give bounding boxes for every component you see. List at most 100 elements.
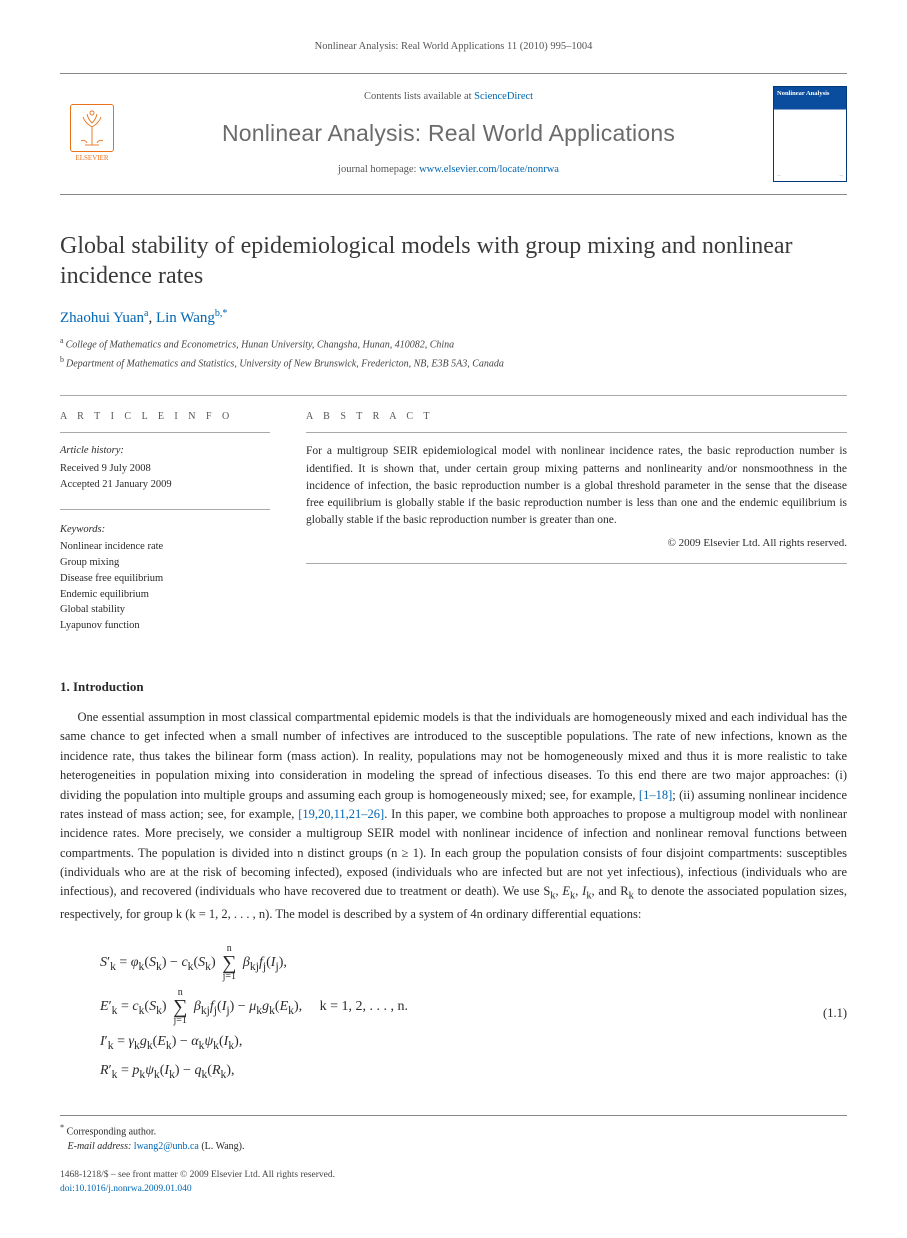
homepage-link[interactable]: www.elsevier.com/locate/nonrwa: [419, 164, 559, 175]
doi-link[interactable]: 10.1016/j.nonrwa.2009.01.040: [75, 1184, 192, 1194]
eqn-line-2: E′k = ck(Sk) n∑j=1 βkjfj(Ij) − μkgk(Ek),…: [100, 988, 793, 1026]
received-date: Received 9 July 2008: [60, 461, 270, 477]
email-link[interactable]: lwang2@unb.ca: [134, 1141, 199, 1152]
sub: k: [166, 1039, 172, 1052]
sub-k: k: [550, 891, 555, 902]
footnotes: * Corresponding author. E-mail address: …: [60, 1115, 847, 1154]
sciencedirect-link[interactable]: ScienceDirect: [474, 91, 533, 102]
sub: kj: [250, 960, 259, 973]
affiliation-a: aCollege of Mathematics and Econometrics…: [60, 335, 847, 352]
eqn-line-1: S′k = φk(Sk) − ck(Sk) n∑j=1 βkjfj(Ij),: [100, 944, 793, 982]
abstract-heading: a b s t r a c t: [306, 410, 847, 433]
journal-cover-thumb: Nonlinear Analysis ——: [773, 86, 847, 182]
corr-text: Corresponding author.: [67, 1126, 156, 1137]
sum-bot: j=1: [223, 972, 236, 982]
doi-line: doi:10.1016/j.nonrwa.2009.01.040: [60, 1182, 847, 1196]
keyword: Global stability: [60, 602, 270, 618]
sub: kj: [201, 1004, 210, 1017]
sub: k: [154, 1067, 160, 1080]
sub: k: [205, 960, 211, 973]
eqn-line-3: I′k = γkgk(Ek) − αkψk(Ik),: [100, 1032, 793, 1054]
masthead: ELSEVIER Contents lists available at Sci…: [60, 73, 847, 195]
publisher-name: ELSEVIER: [75, 154, 108, 164]
keywords-label: Keywords:: [60, 522, 270, 538]
section-1-heading: 1. Introduction: [60, 678, 847, 696]
sub: k: [288, 1004, 294, 1017]
equation-number: (1.1): [793, 1005, 847, 1023]
sub: k: [147, 1039, 153, 1052]
affiliation-b: bDepartment of Mathematics and Statistic…: [60, 354, 847, 371]
affiliation-a-text: College of Mathematics and Econometrics,…: [66, 339, 455, 350]
running-head: Nonlinear Analysis: Real World Applicati…: [60, 40, 847, 55]
equation-system: S′k = φk(Sk) − ck(Sk) n∑j=1 βkjfj(Ij), E…: [100, 938, 847, 1088]
sub: k: [169, 1067, 175, 1080]
keyword: Endemic equilibrium: [60, 587, 270, 603]
masthead-center: Contents lists available at ScienceDirec…: [138, 90, 759, 178]
sub: k: [228, 1039, 234, 1052]
ref-link-1[interactable]: [1–18]: [639, 788, 672, 802]
ref-link-2[interactable]: [19,20,11,21–26]: [298, 807, 384, 821]
keyword: Disease free equilibrium: [60, 571, 270, 587]
article-info-heading: a r t i c l e i n f o: [60, 410, 270, 433]
accepted-date: Accepted 21 January 2009: [60, 477, 270, 493]
sub-k: k: [570, 891, 575, 902]
email-line: E-mail address: lwang2@unb.ca (L. Wang).: [60, 1139, 847, 1154]
keyword: Lyapunov function: [60, 618, 270, 634]
corresponding-author-note: * Corresponding author.: [60, 1122, 847, 1139]
affiliation-b-text: Department of Mathematics and Statistics…: [66, 358, 504, 369]
sub: k: [201, 1067, 207, 1080]
keywords-block: Keywords: Nonlinear incidence rate Group…: [60, 522, 270, 634]
contents-line: Contents lists available at ScienceDirec…: [138, 90, 759, 105]
intro-text-4: , and R: [592, 884, 629, 898]
sub: j: [275, 960, 278, 973]
abstract-copyright: © 2009 Elsevier Ltd. All rights reserved…: [306, 536, 847, 551]
sub: k: [188, 960, 194, 973]
author-link-1[interactable]: Zhaohui Yuan: [60, 310, 144, 326]
elsevier-logo: ELSEVIER: [60, 98, 124, 170]
abstract-text: For a multigroup SEIR epidemiological mo…: [306, 443, 847, 529]
bottom-meta: 1468-1218/$ – see front matter © 2009 El…: [60, 1168, 847, 1197]
article-title: Global stability of epidemiological mode…: [60, 231, 847, 291]
abstract-bottom-rule: [306, 563, 847, 564]
sub: k: [139, 960, 145, 973]
cover-title: Nonlinear Analysis: [777, 90, 843, 97]
homepage-prefix: journal homepage:: [338, 164, 419, 175]
author-affil-sup-2: b,*: [215, 308, 228, 319]
journal-name: Nonlinear Analysis: Real World Applicati…: [138, 117, 759, 149]
issn-line: 1468-1218/$ – see front matter © 2009 El…: [60, 1168, 847, 1182]
keyword: Group mixing: [60, 555, 270, 571]
author-link-2[interactable]: Lin Wang: [156, 310, 215, 326]
article-history: Article history: Received 9 July 2008 Ac…: [60, 443, 270, 492]
equation-lines: S′k = φk(Sk) − ck(Sk) n∑j=1 βkjfj(Ij), E…: [100, 938, 793, 1088]
email-label: E-mail address:: [68, 1141, 132, 1152]
sum-icon: n∑j=1: [222, 944, 236, 982]
contents-prefix: Contents lists available at: [364, 91, 474, 102]
author-affil-sup-1: a: [144, 308, 148, 319]
sub: k: [110, 960, 116, 973]
elsevier-tree-icon: [70, 104, 114, 152]
sub: k: [139, 1004, 145, 1017]
doi-label-link[interactable]: doi:: [60, 1184, 75, 1194]
sub: j: [214, 1004, 217, 1017]
sum-icon: n∑j=1: [173, 988, 187, 1026]
authors: Zhaohui Yuana, Lin Wangb,*: [60, 307, 847, 329]
history-label: Article history:: [60, 443, 270, 459]
keyword: Nonlinear incidence rate: [60, 539, 270, 555]
sub: k: [269, 1004, 275, 1017]
article-info-column: a r t i c l e i n f o Article history: R…: [60, 396, 270, 650]
sub: k: [112, 1067, 118, 1080]
homepage-line: journal homepage: www.elsevier.com/locat…: [138, 163, 759, 178]
intro-paragraph: One essential assumption in most classic…: [60, 708, 847, 924]
sub: j: [226, 1004, 229, 1017]
eqn-range: k = 1, 2, . . . , n.: [320, 1000, 408, 1015]
sub: k: [213, 1039, 219, 1052]
sub: k: [221, 1067, 227, 1080]
info-abstract-row: a r t i c l e i n f o Article history: R…: [60, 395, 847, 650]
page: Nonlinear Analysis: Real World Applicati…: [0, 0, 907, 1227]
sub: k: [156, 1004, 162, 1017]
sub: k: [112, 1004, 118, 1017]
asterisk-icon: *: [60, 1123, 64, 1132]
sub: j: [263, 960, 266, 973]
email-who: (L. Wang).: [201, 1141, 244, 1152]
sub: k: [156, 960, 162, 973]
